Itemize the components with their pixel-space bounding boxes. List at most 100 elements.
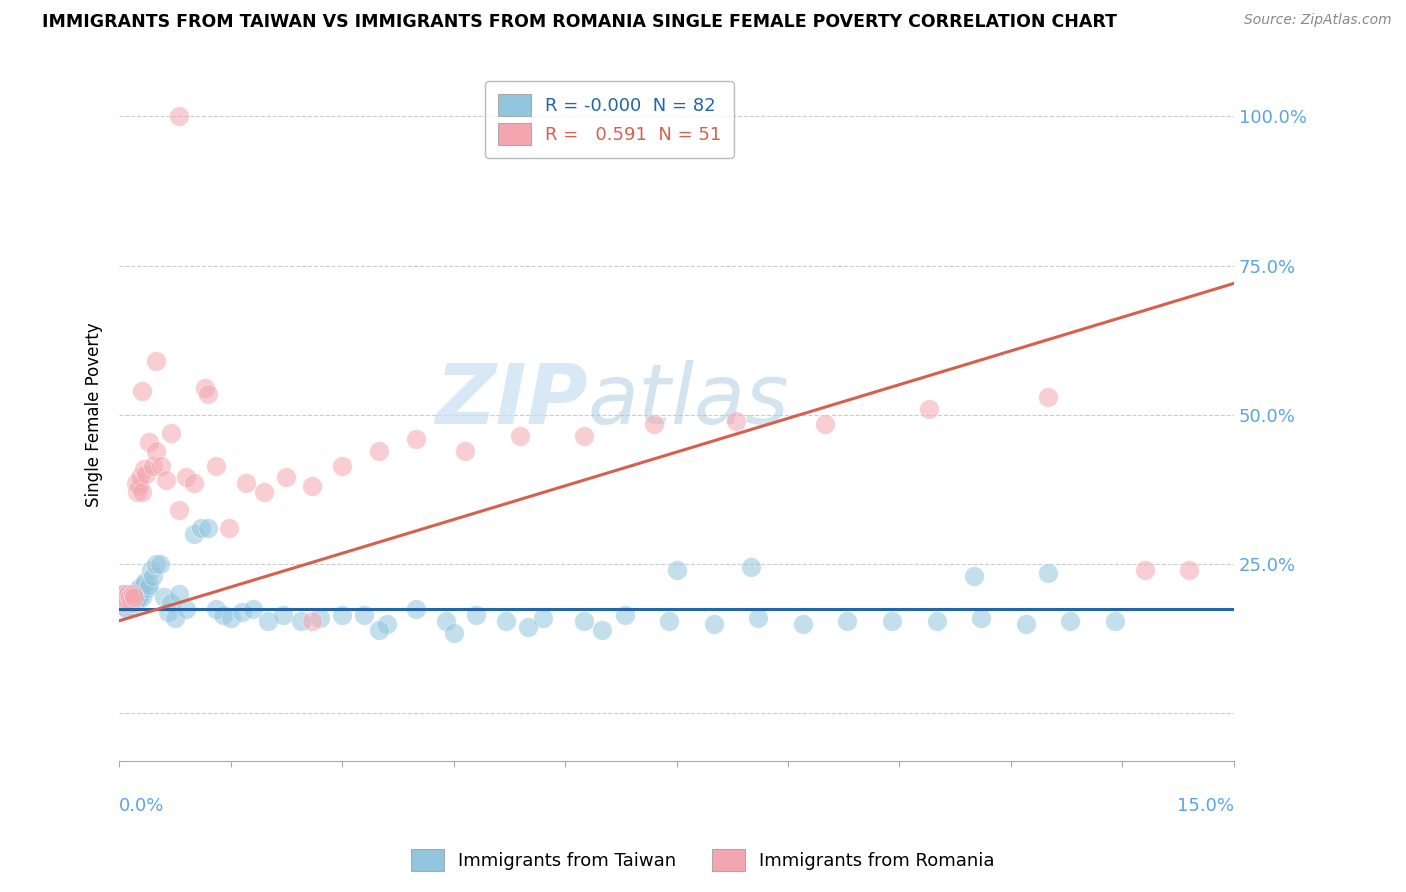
- Point: [127, 583, 149, 598]
- Point: [212, 607, 235, 622]
- Point: [205, 458, 228, 473]
- Point: [145, 354, 167, 368]
- Point: [572, 428, 595, 442]
- Point: [1059, 614, 1081, 628]
- Text: Source: ZipAtlas.com: Source: ZipAtlas.com: [1244, 13, 1392, 28]
- Point: [121, 596, 143, 610]
- Y-axis label: Single Female Poverty: Single Female Poverty: [86, 323, 103, 507]
- Point: [145, 557, 167, 571]
- Point: [747, 611, 769, 625]
- Point: [309, 611, 332, 625]
- Point: [115, 596, 138, 610]
- Point: [112, 596, 135, 610]
- Point: [1133, 563, 1156, 577]
- Point: [925, 614, 948, 628]
- Text: 15.0%: 15.0%: [1177, 797, 1234, 815]
- Point: [814, 417, 837, 431]
- Point: [163, 611, 186, 625]
- Point: [572, 614, 595, 628]
- Point: [235, 476, 257, 491]
- Point: [464, 607, 486, 622]
- Point: [353, 607, 375, 622]
- Point: [141, 563, 163, 577]
- Point: [115, 592, 138, 607]
- Point: [160, 596, 183, 610]
- Point: [118, 590, 141, 604]
- Point: [122, 590, 145, 604]
- Point: [167, 503, 190, 517]
- Point: [190, 521, 212, 535]
- Point: [454, 443, 477, 458]
- Point: [918, 401, 941, 416]
- Point: [219, 611, 242, 625]
- Point: [138, 578, 160, 592]
- Point: [125, 596, 148, 610]
- Point: [375, 616, 398, 631]
- Point: [1036, 566, 1059, 580]
- Point: [127, 590, 149, 604]
- Point: [128, 581, 150, 595]
- Text: 0.0%: 0.0%: [120, 797, 165, 815]
- Point: [205, 602, 228, 616]
- Point: [218, 521, 240, 535]
- Point: [124, 476, 146, 491]
- Point: [643, 417, 665, 431]
- Point: [153, 590, 176, 604]
- Point: [134, 574, 156, 589]
- Point: [531, 611, 554, 625]
- Point: [132, 461, 155, 475]
- Point: [122, 592, 145, 607]
- Point: [129, 470, 152, 484]
- Point: [142, 458, 165, 473]
- Point: [591, 623, 613, 637]
- Point: [120, 592, 142, 607]
- Point: [124, 590, 146, 604]
- Point: [792, 616, 814, 631]
- Point: [197, 521, 219, 535]
- Point: [197, 387, 219, 401]
- Point: [368, 443, 391, 458]
- Point: [740, 560, 762, 574]
- Point: [114, 599, 136, 613]
- Text: ZIP: ZIP: [434, 360, 588, 442]
- Point: [1178, 563, 1201, 577]
- Point: [183, 527, 205, 541]
- Point: [290, 614, 312, 628]
- Point: [330, 458, 353, 473]
- Point: [253, 485, 276, 500]
- Point: [142, 569, 165, 583]
- Point: [121, 587, 143, 601]
- Point: [138, 434, 160, 449]
- Point: [665, 563, 688, 577]
- Point: [174, 470, 197, 484]
- Point: [276, 470, 298, 484]
- Point: [110, 590, 132, 604]
- Point: [1104, 614, 1126, 628]
- Point: [132, 578, 155, 592]
- Point: [613, 607, 636, 622]
- Point: [117, 590, 139, 604]
- Point: [149, 458, 172, 473]
- Point: [111, 592, 134, 607]
- Point: [880, 614, 903, 628]
- Point: [131, 485, 153, 500]
- Point: [160, 425, 183, 440]
- Point: [135, 467, 157, 482]
- Point: [118, 596, 141, 610]
- Point: [183, 476, 205, 491]
- Point: [149, 557, 172, 571]
- Point: [136, 581, 159, 595]
- Point: [963, 569, 986, 583]
- Point: [127, 485, 149, 500]
- Point: [114, 590, 136, 604]
- Point: [111, 587, 134, 601]
- Point: [257, 614, 280, 628]
- Point: [167, 587, 190, 601]
- Point: [174, 602, 197, 616]
- Point: [1015, 616, 1038, 631]
- Point: [155, 474, 177, 488]
- Point: [128, 479, 150, 493]
- Point: [128, 590, 150, 604]
- Point: [658, 614, 681, 628]
- Point: [443, 625, 465, 640]
